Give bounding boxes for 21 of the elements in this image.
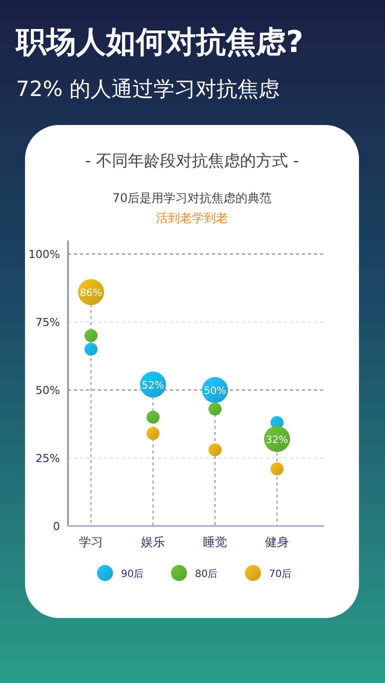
chart-subtitle: 72% 的人通过学习对抗焦虑	[16, 77, 280, 101]
text: - 不同年龄段对抗焦虑的方式 -	[85, 151, 299, 170]
data-label: 86%	[80, 288, 102, 300]
y-tick-label: 50%	[36, 384, 60, 397]
data-label: 32%	[266, 434, 288, 446]
x-tick-label: 健身	[265, 535, 289, 549]
legend-label: 80后	[195, 568, 218, 580]
y-tick-label: 0	[53, 520, 60, 533]
y-tick-label: 100%	[28, 248, 60, 261]
chart-title: 职场人如何对抗焦虑?	[15, 25, 304, 60]
text: 70后是用学习对抗焦虑的典范	[112, 191, 272, 205]
x-tick-label: 学习	[79, 535, 103, 549]
text: 活到老学到老	[156, 211, 228, 225]
legend-label: 70后	[269, 568, 292, 580]
data-label: 50%	[204, 386, 226, 397]
x-tick-label: 睡觉	[203, 535, 227, 549]
x-tick-label: 娱乐	[141, 535, 165, 549]
y-tick-label: 75%	[36, 316, 60, 329]
y-tick-label: 25%	[36, 452, 60, 465]
data-label: 52%	[142, 380, 164, 392]
legend-label: 90后	[121, 568, 144, 580]
